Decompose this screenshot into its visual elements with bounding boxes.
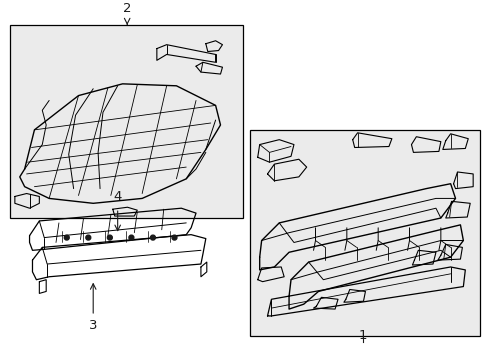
Text: 2: 2 — [122, 1, 131, 14]
Text: 3: 3 — [89, 319, 97, 332]
Bar — [249, 130, 479, 336]
Circle shape — [150, 235, 155, 240]
Text: 4: 4 — [113, 190, 122, 203]
Bar — [10, 25, 243, 218]
Text: 1: 1 — [358, 329, 366, 342]
Circle shape — [107, 235, 112, 240]
Circle shape — [172, 235, 177, 240]
Circle shape — [129, 235, 134, 240]
Circle shape — [86, 235, 91, 240]
Circle shape — [64, 235, 69, 240]
